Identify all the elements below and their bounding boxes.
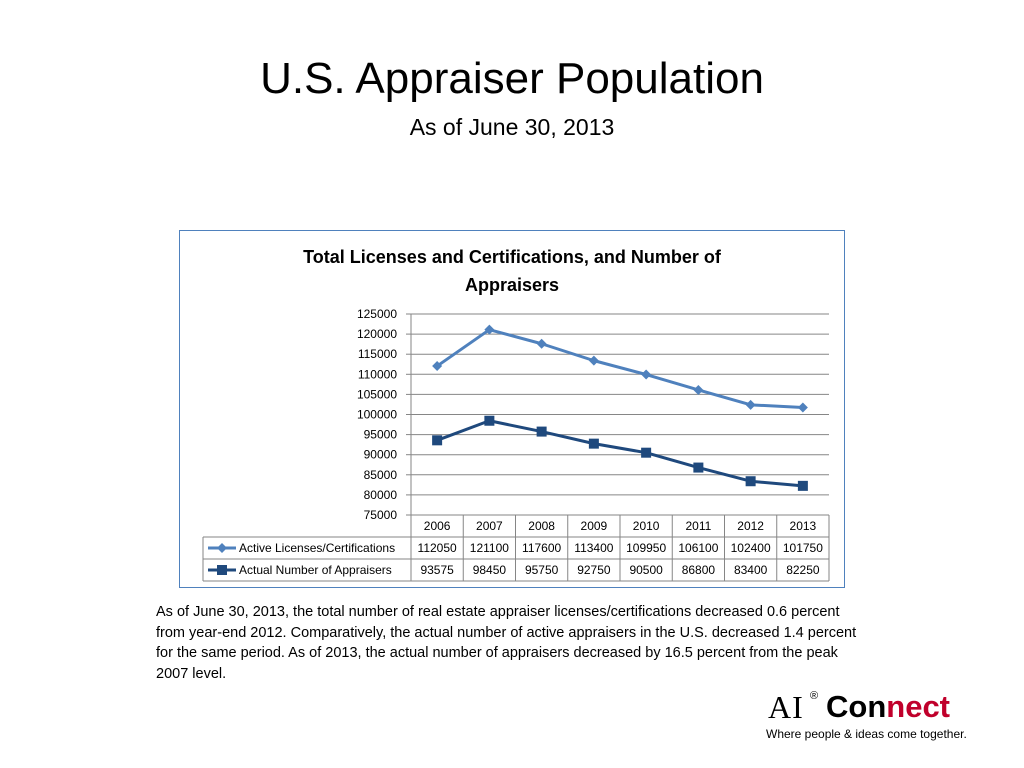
data-point [588,355,599,366]
y-tick-label: 80000 [364,488,398,502]
y-tick-label: 120000 [357,327,397,341]
y-tick-label: 90000 [364,448,398,462]
x-tick-label: 2011 [685,519,711,533]
data-table-value: 106100 [678,541,718,555]
slide-title: U.S. Appraiser Population [260,54,764,103]
data-table-value: 95750 [525,563,559,577]
data-table-value: 117600 [522,541,561,555]
chart-title-line-1: Total Licenses and Certifications, and N… [303,247,721,267]
x-tick-label: 2008 [528,519,555,533]
y-tick-label: 125000 [357,307,397,321]
x-tick-label: 2007 [476,519,503,533]
data-point [745,399,756,410]
y-tick-label: 110000 [358,367,397,381]
data-table-value: 109950 [626,541,666,555]
legend-key-marker [217,565,227,575]
data-point [588,438,599,449]
series-line [436,419,804,488]
data-point [797,480,808,491]
logo-con-text: Con [826,689,887,724]
x-tick-label: 2006 [424,519,451,533]
x-tick-label: 2012 [737,519,764,533]
data-table-value: 86800 [682,563,716,577]
x-tick-label: 2009 [581,519,608,533]
data-table-value: 83400 [734,563,768,577]
y-tick-label: 115000 [358,347,397,361]
data-table-value: 102400 [731,541,771,555]
ai-connect-logo: AI ® Connect Where people & ideas come t… [766,688,996,748]
chart-title-line-2: Appraisers [464,275,560,295]
legend-label: Actual Number of Appraisers [239,563,392,577]
data-point [432,435,443,446]
logo-wordmark: Connect [826,688,950,726]
legend-label: Active Licenses/Certifications [239,541,395,555]
data-point [484,324,495,335]
data-table-value: 90500 [629,563,663,577]
data-table-value: 113400 [574,541,613,555]
registered-mark: ® [810,690,819,702]
data-point [797,402,808,413]
logo-ai-text: AI [768,689,804,725]
logo-tagline: Where people & ideas come together. [766,727,967,741]
x-tick-label: 2013 [790,519,817,533]
logo-nect-text: nect [886,689,951,724]
data-point [641,369,652,380]
data-table-value: 93575 [420,563,454,577]
data-table-value: 121100 [470,541,509,555]
series-line [436,328,803,409]
data-point [641,447,652,458]
chart-frame [179,230,845,588]
data-point [484,415,495,426]
y-tick-label: 95000 [364,428,398,442]
data-table-value: 82250 [786,563,820,577]
y-tick-label: 105000 [357,387,397,401]
data-point [536,338,547,349]
data-point [745,476,756,487]
description-paragraph: As of June 30, 2013, the total number of… [156,604,857,682]
data-point [693,462,704,473]
slide-subtitle: As of June 30, 2013 [409,114,615,140]
data-point [432,361,443,372]
x-tick-label: 2010 [633,519,660,533]
data-point [693,384,704,395]
chart-title: Total Licenses and Certifications, and N… [179,243,845,299]
data-table-value: 112050 [418,541,457,555]
y-tick-label: 100000 [357,408,397,422]
data-table-value: 101750 [783,541,823,555]
data-point [536,426,547,437]
legend-key-marker [217,543,227,553]
data-table-value: 92750 [577,563,611,577]
y-tick-label: 85000 [364,468,398,482]
data-table-value: 98450 [473,563,507,577]
y-tick-label: 75000 [364,508,398,522]
